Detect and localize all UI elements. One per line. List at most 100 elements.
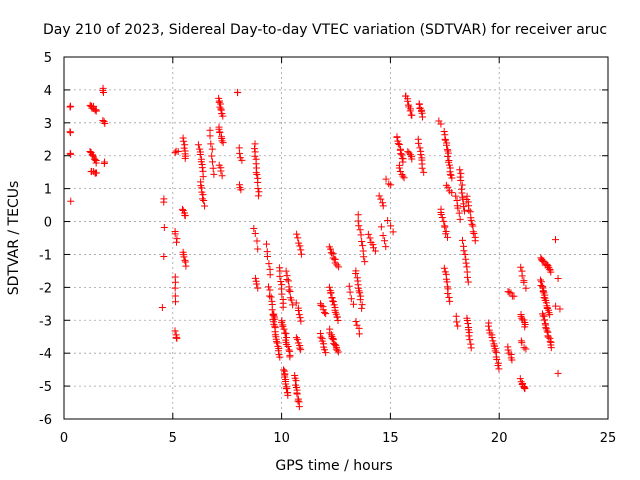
- data-point: [543, 305, 551, 313]
- data-point: [199, 173, 207, 181]
- data-point: [179, 205, 187, 213]
- data-point: [445, 161, 453, 169]
- data-point: [91, 156, 99, 164]
- data-point: [292, 299, 300, 307]
- data-point: [350, 300, 358, 308]
- y-tick-label: -6: [39, 413, 52, 428]
- data-point: [277, 278, 285, 286]
- data-point: [520, 278, 528, 286]
- y-tick-label: 5: [44, 51, 52, 66]
- data-point: [415, 100, 423, 108]
- data-point: [379, 202, 387, 210]
- data-point: [465, 332, 473, 340]
- data-point: [355, 222, 363, 230]
- data-point: [286, 353, 294, 361]
- data-point: [446, 297, 454, 305]
- data-point: [251, 274, 259, 282]
- data-point: [250, 225, 258, 233]
- data-point: [253, 170, 261, 178]
- data-point: [297, 317, 305, 325]
- data-point: [396, 168, 404, 176]
- data-point: [346, 288, 354, 296]
- data-point: [395, 164, 403, 172]
- data-point: [321, 346, 329, 354]
- data-point: [389, 228, 397, 236]
- data-point: [282, 267, 290, 275]
- data-point: [319, 306, 327, 314]
- data-point: [458, 181, 466, 189]
- data-point: [444, 233, 452, 241]
- data-point: [206, 132, 214, 140]
- data-point: [382, 243, 390, 251]
- data-point: [406, 107, 414, 115]
- data-point: [366, 234, 374, 242]
- data-point: [455, 209, 463, 217]
- data-point: [251, 229, 259, 237]
- data-point: [234, 89, 242, 97]
- data-point: [382, 175, 390, 183]
- y-tick-label: -4: [39, 347, 52, 362]
- data-point: [438, 213, 446, 221]
- data-point: [286, 288, 294, 296]
- data-point: [508, 356, 516, 364]
- data-point: [448, 189, 456, 197]
- data-point: [356, 296, 364, 304]
- axis-ticks: 0 5 10 15 20 25 -6 -5 -4 -3 -2 -1 0 1 2 3 4 5: [39, 51, 616, 446]
- data-point: [236, 149, 244, 157]
- x-tick-label: 15: [382, 431, 399, 446]
- data-point: [284, 277, 292, 285]
- data-point: [266, 271, 274, 279]
- data-point: [387, 222, 395, 230]
- y-tick-label: 2: [44, 150, 52, 165]
- data-point: [371, 247, 379, 255]
- data-point: [293, 230, 301, 238]
- data-point: [180, 137, 188, 145]
- data-point: [359, 242, 367, 250]
- data-point: [379, 199, 387, 207]
- data-point: [101, 120, 109, 128]
- data-point: [90, 155, 98, 163]
- data-point: [357, 231, 365, 239]
- data-point: [377, 223, 385, 231]
- data-point: [199, 195, 207, 203]
- data-point: [219, 139, 227, 147]
- data-point: [404, 97, 412, 105]
- data-point: [381, 237, 389, 245]
- data-point: [493, 355, 501, 363]
- data-point: [418, 164, 426, 172]
- data-point: [358, 238, 366, 246]
- data-point: [395, 140, 403, 148]
- data-point: [254, 192, 262, 200]
- data-point: [216, 103, 224, 111]
- data-point: [484, 322, 492, 330]
- data-point: [297, 346, 305, 354]
- data-point: [540, 294, 548, 302]
- data-point: [393, 133, 401, 141]
- data-point: [358, 301, 366, 309]
- data-point: [539, 257, 547, 265]
- data-point: [171, 149, 179, 157]
- data-point: [172, 298, 180, 306]
- data-point: [171, 284, 179, 292]
- data-point: [465, 206, 473, 214]
- data-point: [296, 344, 304, 352]
- data-point: [294, 397, 302, 405]
- data-point: [198, 164, 206, 172]
- data-point: [181, 141, 189, 149]
- data-point: [453, 318, 461, 326]
- data-point: [546, 338, 554, 346]
- data-point: [554, 369, 562, 377]
- data-point: [263, 252, 271, 260]
- data-point: [443, 141, 451, 149]
- data-point: [408, 155, 416, 163]
- data-point: [276, 353, 284, 361]
- data-point: [67, 197, 75, 205]
- data-point: [462, 259, 470, 267]
- data-point: [282, 330, 290, 338]
- data-point: [217, 167, 225, 175]
- data-point: [251, 145, 259, 153]
- data-point: [296, 314, 304, 322]
- data-point: [440, 217, 448, 225]
- data-point: [208, 145, 216, 153]
- grid: [64, 57, 608, 419]
